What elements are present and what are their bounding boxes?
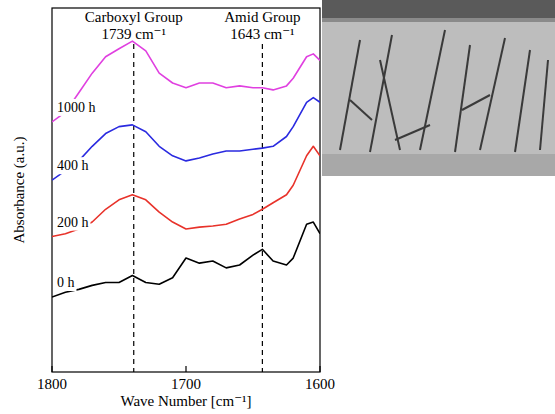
micrograph-frame (322, 0, 555, 176)
micrograph-crystal (370, 35, 392, 152)
series-label-group: 200 h (55, 214, 91, 231)
x-axis-title: Wave Number [cm⁻¹] (120, 393, 251, 409)
micrograph-crystal (540, 60, 548, 150)
micrograph-crystal (480, 38, 505, 150)
micrograph-crystal (395, 125, 430, 140)
x-tick-label: 1800 (37, 376, 67, 392)
spectrum-line (52, 98, 320, 181)
annotation-text: Amid Group (224, 9, 300, 25)
series-label-group: 0 h (55, 274, 77, 291)
x-tick (185, 366, 186, 372)
micrograph-crystal (380, 60, 400, 150)
label-patch (55, 157, 91, 174)
label-patch (55, 214, 91, 231)
micrograph-substrate (322, 154, 555, 176)
label-patch (55, 99, 98, 116)
micrograph (322, 0, 555, 176)
micrograph-crystal (350, 100, 372, 120)
micrograph-layer (322, 22, 555, 154)
spectrum-line (52, 222, 320, 297)
micrograph-crystal (420, 30, 445, 150)
annotation-line (133, 44, 134, 372)
micrograph-crystal (455, 45, 470, 152)
series-label: 200 h (57, 215, 89, 230)
y-axis-title: Absorbance (a.u.) (11, 136, 28, 243)
series-label: 400 h (57, 158, 89, 173)
spectrum-line (52, 41, 320, 122)
x-tick (319, 366, 320, 372)
chart: Carboxyl Group1739 cm⁻¹ Amid Group1643 cm… (0, 0, 555, 414)
micrograph-crystal (515, 50, 530, 152)
micrograph-top (322, 0, 555, 18)
micrograph-crystal (462, 95, 490, 110)
annotation-label: 1739 cm⁻¹ (101, 26, 166, 42)
plot-frame (52, 8, 320, 372)
x-tick-label: 1600 (305, 376, 335, 392)
label-patch (55, 274, 77, 291)
annotation-label: 1643 cm⁻¹ (230, 26, 295, 42)
series-label: 0 h (57, 275, 75, 290)
x-tick-label: 1700 (171, 376, 201, 392)
series-label-group: 400 h (55, 157, 91, 174)
annotation-text: Carboxyl Group (85, 9, 183, 25)
series-label-group: 1000 h (55, 99, 98, 116)
micrograph-crystal (340, 40, 360, 150)
annotation-line (262, 44, 263, 372)
series-group (52, 41, 320, 297)
x-tick (51, 366, 52, 372)
spectrum-line (52, 146, 320, 236)
series-label: 1000 h (57, 100, 96, 115)
